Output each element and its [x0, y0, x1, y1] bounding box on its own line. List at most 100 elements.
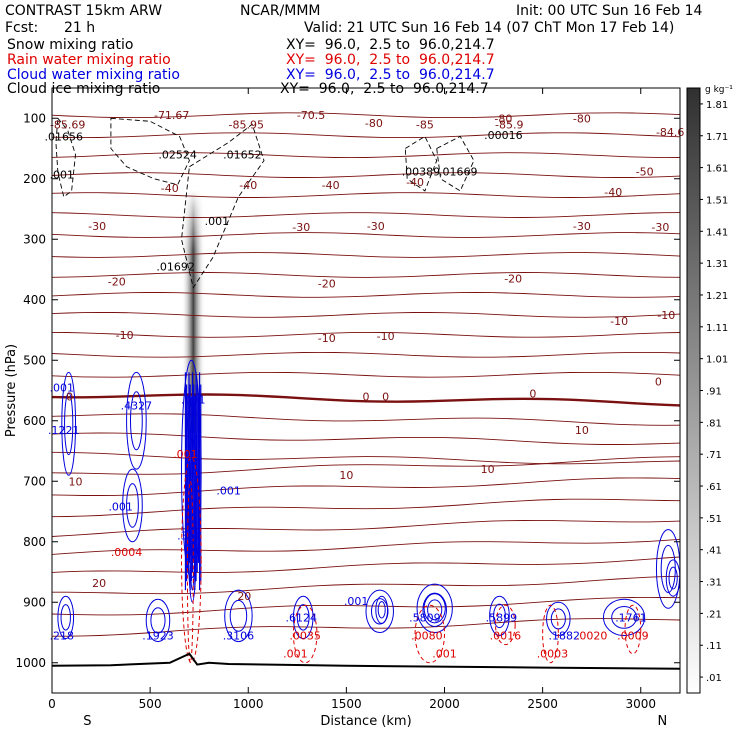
maximum-label: .6124 — [285, 611, 317, 624]
isotherm-label: -30 — [292, 221, 310, 234]
colorbar-label: 1.71 — [706, 132, 728, 143]
maximum-label: .001 — [344, 595, 369, 608]
maximum-label: .001 — [108, 501, 133, 514]
maximum-label: .01652 — [223, 149, 262, 162]
maximum-label: .01656 — [45, 130, 84, 143]
cloud-water-contour — [122, 468, 143, 543]
isotherm-line — [51, 451, 681, 465]
cloud-water-contour — [365, 589, 394, 634]
north-label: N — [657, 714, 667, 729]
isotherm-label: -80 — [494, 112, 512, 125]
isotherm-label: -80 — [365, 117, 383, 130]
isotherm-label: -40 — [239, 179, 257, 192]
isotherm-line — [51, 432, 681, 445]
field-xy-cloud-water: XY= 96.0, 2.5 to 96.0,214.7 — [286, 67, 495, 83]
colorbar-unit: g kg⁻¹ — [705, 85, 733, 95]
isotherm-line — [51, 538, 681, 555]
cloud-water-contour — [150, 607, 166, 634]
isotherm-label: 20 — [92, 577, 106, 590]
cloud-ice-contour — [436, 135, 475, 192]
colorbar-label: .51 — [706, 514, 722, 525]
axes: 0 500 1000 1500 2000 2500 30001002003004005006… — [4, 87, 681, 729]
x-tick-label: 0 — [48, 697, 56, 711]
cloud-water-contour — [126, 371, 147, 470]
maximum-label: .218 — [50, 630, 75, 643]
isotherm-label: -85.95 — [229, 118, 264, 131]
colorbar-label: .11 — [706, 641, 722, 652]
isotherm-line — [51, 393, 681, 407]
y-tick-label: 100 — [23, 111, 46, 125]
colorbar-label: 1.51 — [706, 195, 728, 206]
field-xy-rain: XY= 96.0, 2.5 to 96.0,214.7 — [286, 52, 495, 68]
cloud-ice-contour — [55, 117, 76, 198]
maximum-label: .1882 — [548, 630, 580, 643]
cloud-water-contour — [427, 599, 443, 621]
isotherm-line — [51, 477, 681, 496]
x-tick-label: 1500 — [331, 697, 362, 711]
isotherm-line — [52, 575, 681, 595]
maximum-label: .5899 — [486, 611, 518, 624]
y-tick-label: 500 — [23, 353, 46, 367]
cloud-water-contour — [292, 595, 314, 640]
org-label: NCAR/MMM — [240, 3, 321, 19]
maximum-label: .1761 — [615, 611, 647, 624]
colorbar-label: .91 — [706, 387, 722, 398]
colorbar: 1.81 1.71 1.61 1.51 1.41 1.31 1.21 1.11 1.01 .91.… — [686, 85, 733, 694]
isotherm-line — [52, 618, 681, 637]
isotherm-label: 10 — [69, 475, 83, 488]
y-axis-label: Pressure (hPa) — [4, 344, 19, 437]
rain-water-contour — [292, 604, 318, 664]
rain-water-contour — [186, 480, 194, 664]
isotherm-label: -10 — [116, 329, 134, 342]
isotherm-line — [51, 272, 681, 278]
colorbar-label: .71 — [706, 450, 722, 461]
maximum-label: .001 — [173, 448, 198, 461]
isotherm-label: -40 — [604, 186, 622, 199]
isotherm-label: -30 — [367, 220, 385, 233]
isotherm-label: 0 — [66, 391, 73, 404]
isotherm-label: 10 — [575, 424, 589, 437]
isotherm-line — [51, 413, 681, 426]
cloud-ice-contour — [404, 135, 438, 192]
isotherm-label: -85.9 — [495, 118, 523, 131]
isotherm-label: -85.69 — [50, 118, 85, 131]
maximum-label: .001 — [50, 169, 75, 182]
cloud-water-contour — [489, 595, 510, 637]
cloud-water-contour — [377, 601, 386, 619]
isotherm-line — [51, 132, 681, 139]
isotherm-label: -20 — [504, 273, 522, 286]
plot-area — [51, 112, 681, 670]
field-name-rain: Rain water mixing ratio — [7, 52, 171, 68]
isotherm-line — [51, 371, 681, 378]
cloud-water-contour — [660, 544, 676, 594]
maximum-label: .00016 — [484, 129, 523, 142]
maximum-label: .0035 — [289, 630, 321, 643]
y-tick-label: 200 — [23, 172, 46, 186]
maximum-label: .5809 — [409, 611, 441, 624]
isotherm-line — [51, 252, 681, 258]
cloud-water-contour — [375, 595, 389, 624]
x-axis-label: Distance (km) — [320, 714, 411, 729]
isotherm-line — [51, 312, 681, 318]
cloud-water-contour — [130, 391, 143, 451]
maximum-label: .3106 — [223, 630, 255, 643]
colorbar-label: 1.01 — [706, 355, 728, 366]
cloud-water-contour — [602, 598, 646, 637]
isotherm-label: 10 — [481, 463, 495, 476]
isotherm-label: -20 — [318, 277, 336, 290]
isotherm-label: -10 — [657, 309, 675, 322]
isotherm-line — [51, 556, 681, 573]
maximum-label: .001 — [205, 215, 230, 228]
isotherm-label: 10 — [339, 469, 353, 482]
maximum-label: .4327 — [121, 400, 153, 413]
isotherm-line — [51, 498, 681, 518]
isotherm-line — [51, 112, 681, 119]
isotherm-label: 20 — [237, 590, 251, 603]
colorbar-label: 1.21 — [706, 291, 728, 302]
forecast-label: Fcst: — [5, 20, 39, 36]
cloud-water-contour — [224, 589, 253, 643]
isotherm-label: -70.5 — [297, 109, 325, 122]
maximum-label: .01669 — [439, 165, 478, 178]
isotherm-line — [51, 212, 681, 218]
y-tick-label: 900 — [23, 595, 46, 609]
